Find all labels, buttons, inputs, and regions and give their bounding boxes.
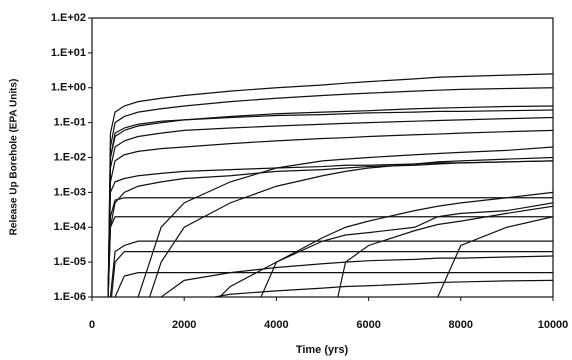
x-tick-label: 10000 — [538, 319, 569, 331]
y-tick-label: 1.E-02 — [54, 151, 86, 163]
series-line — [107, 116, 553, 297]
y-tick-label: 1.E-04 — [54, 221, 87, 233]
series-line — [107, 73, 553, 297]
series-line — [107, 109, 553, 297]
series-line — [114, 272, 553, 297]
y-axis-title: Release Up Borehole (EPA Units) — [9, 79, 20, 236]
series-line — [218, 202, 553, 297]
y-tick-label: 1.E-03 — [54, 186, 86, 198]
y-tick-label: 1.E+00 — [51, 82, 86, 94]
plot-frame — [91, 17, 554, 298]
series-line — [107, 129, 553, 297]
series-line — [260, 191, 553, 297]
x-tick-label: 0 — [89, 319, 95, 331]
series-line — [211, 279, 553, 297]
series-line — [109, 240, 553, 297]
x-tick-label: 4000 — [264, 319, 288, 331]
series-line — [437, 216, 553, 297]
y-tick-label: 1.E-05 — [54, 256, 86, 268]
lines — [107, 73, 553, 297]
x-axis-title: Time (yrs) — [296, 344, 349, 356]
series-line — [107, 160, 553, 297]
series-line — [337, 205, 553, 297]
series-line — [110, 251, 553, 297]
x-tick-label: 8000 — [449, 319, 473, 331]
series-line — [148, 156, 553, 297]
y-tick-label: 1.E-01 — [54, 117, 86, 129]
series-line — [107, 105, 553, 297]
x-tick-label: 2000 — [172, 319, 196, 331]
series-line — [160, 255, 553, 297]
y-tick-label: 1.E+02 — [51, 12, 86, 24]
series-line — [137, 146, 553, 297]
series-line — [107, 197, 553, 297]
y-tick-label: 1.E-06 — [54, 291, 86, 303]
y-tick-label: 1.E+01 — [51, 47, 86, 59]
series-line — [107, 87, 553, 297]
series-line — [107, 160, 553, 297]
series-line — [107, 216, 553, 297]
x-tick-label: 6000 — [356, 319, 380, 331]
